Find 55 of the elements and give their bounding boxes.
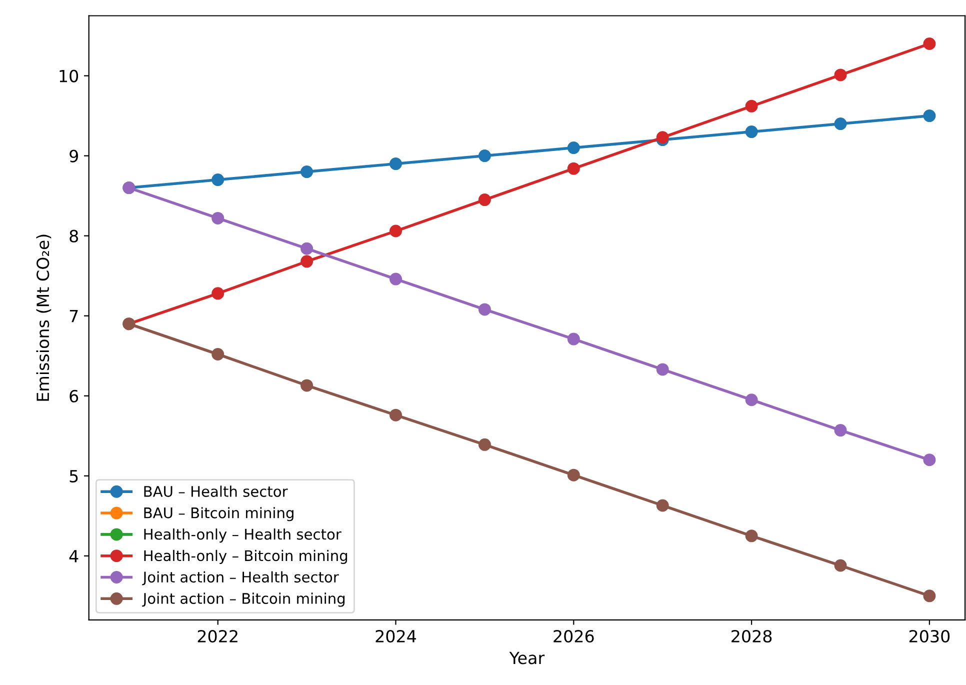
point	[478, 303, 491, 316]
point	[212, 287, 224, 300]
x-tick-label: 2030	[909, 630, 950, 643]
point	[300, 166, 314, 178]
legend-label: Health-only – Bitcoin mining	[144, 550, 348, 564]
point	[300, 255, 314, 268]
point	[390, 224, 402, 238]
point	[745, 100, 758, 112]
point	[390, 272, 402, 286]
point	[390, 158, 402, 170]
y-tick-label: 4	[69, 550, 78, 562]
y-tick-label: 7	[70, 310, 78, 322]
legend-label: Joint action – Bitcoin mining	[142, 592, 345, 607]
point	[478, 194, 491, 206]
y-tick-label: 5	[70, 470, 78, 482]
point	[656, 131, 669, 144]
point	[212, 348, 224, 360]
point	[212, 174, 224, 186]
y-tick-label: 8	[70, 230, 78, 242]
point	[567, 162, 580, 175]
point	[478, 150, 491, 162]
x-tick-label: 2024	[376, 630, 416, 643]
point	[567, 468, 580, 482]
point	[567, 332, 580, 346]
point	[834, 68, 847, 82]
y-tick-label: 10	[60, 70, 78, 82]
point	[478, 438, 491, 451]
y-tick-label: 6	[70, 390, 78, 402]
x-axis-title: Year	[509, 652, 545, 664]
point	[745, 394, 758, 406]
point	[212, 212, 224, 224]
point	[923, 110, 936, 122]
point	[300, 242, 314, 255]
x-tick-label: 2022	[198, 630, 238, 643]
x-tick-label: 2028	[732, 630, 772, 643]
point	[567, 142, 580, 154]
legend-label: Joint action – Health sector	[142, 571, 339, 586]
point	[834, 118, 847, 130]
point	[745, 126, 758, 138]
point	[923, 590, 936, 602]
point	[834, 424, 847, 437]
legend-label: Health-only – Health sector	[144, 528, 342, 543]
point	[923, 38, 936, 50]
legend-label: BAU – Bitcoin mining	[144, 507, 294, 522]
point	[300, 379, 314, 392]
y-tick-label: 9	[70, 150, 78, 162]
legend-label: BAU – Health sector	[144, 486, 288, 497]
point	[923, 454, 936, 466]
point	[656, 363, 669, 376]
point	[390, 408, 402, 422]
point	[834, 559, 847, 572]
y-axis-title: Emissions (Mt CO₂e)	[36, 234, 52, 401]
point	[745, 530, 758, 542]
point	[656, 499, 669, 512]
x-tick-label: 2026	[554, 630, 594, 643]
